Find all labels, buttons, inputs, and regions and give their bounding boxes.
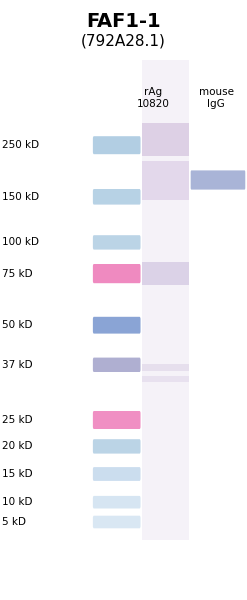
FancyBboxPatch shape	[93, 189, 141, 205]
Bar	[142, 60, 189, 540]
FancyBboxPatch shape	[93, 467, 141, 481]
FancyBboxPatch shape	[93, 515, 141, 528]
FancyBboxPatch shape	[93, 496, 141, 509]
FancyBboxPatch shape	[93, 439, 141, 454]
Text: 10 kD: 10 kD	[2, 497, 33, 507]
FancyBboxPatch shape	[93, 317, 141, 334]
FancyBboxPatch shape	[93, 235, 141, 250]
Text: FAF1-1: FAF1-1	[86, 12, 161, 31]
FancyBboxPatch shape	[93, 136, 141, 154]
Text: rAg
10820: rAg 10820	[137, 87, 170, 109]
Bar	[142, 262, 189, 285]
Bar	[142, 376, 189, 382]
Text: 50 kD: 50 kD	[2, 320, 33, 330]
Text: 100 kD: 100 kD	[2, 238, 40, 247]
Text: 250 kD: 250 kD	[2, 140, 40, 150]
Text: (792A28.1): (792A28.1)	[81, 33, 166, 48]
Bar	[142, 364, 189, 371]
Text: 37 kD: 37 kD	[2, 360, 33, 370]
Bar	[142, 160, 189, 199]
Text: 15 kD: 15 kD	[2, 469, 33, 479]
FancyBboxPatch shape	[93, 411, 141, 429]
FancyBboxPatch shape	[93, 358, 141, 372]
Text: 20 kD: 20 kD	[2, 442, 33, 451]
Bar	[142, 122, 189, 155]
Text: 150 kD: 150 kD	[2, 192, 40, 202]
Text: 5 kD: 5 kD	[2, 517, 26, 527]
FancyBboxPatch shape	[191, 170, 245, 190]
Text: 25 kD: 25 kD	[2, 415, 33, 425]
Text: mouse
IgG: mouse IgG	[199, 87, 234, 109]
Text: 75 kD: 75 kD	[2, 269, 33, 278]
FancyBboxPatch shape	[93, 264, 141, 283]
